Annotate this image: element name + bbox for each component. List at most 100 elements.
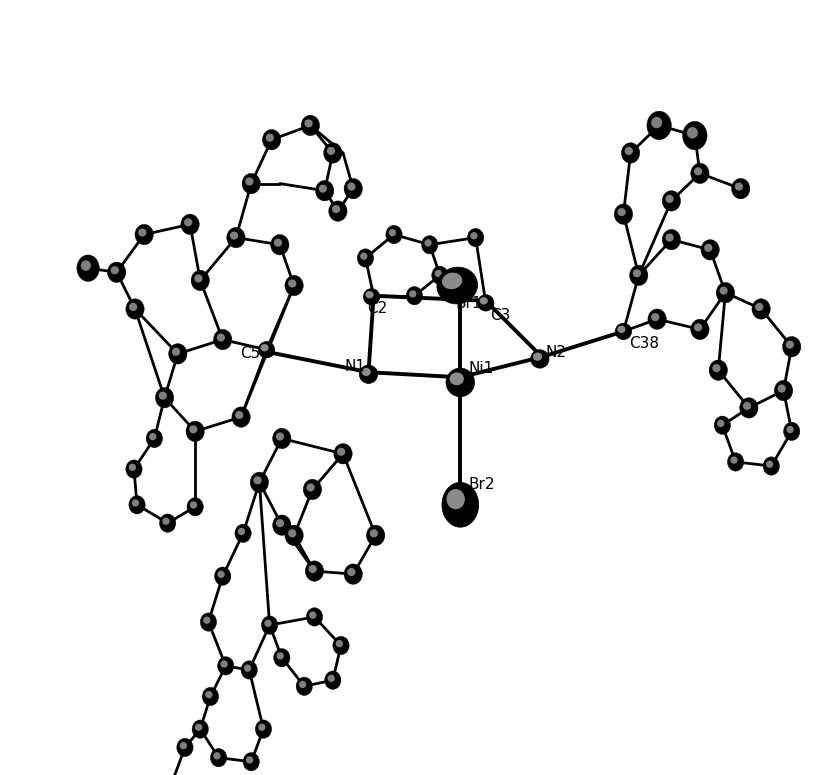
Ellipse shape bbox=[366, 291, 373, 298]
Ellipse shape bbox=[720, 287, 727, 294]
Text: C5: C5 bbox=[240, 346, 260, 361]
Ellipse shape bbox=[324, 143, 342, 164]
Ellipse shape bbox=[242, 174, 260, 194]
Ellipse shape bbox=[195, 724, 202, 731]
Ellipse shape bbox=[752, 299, 770, 319]
Ellipse shape bbox=[126, 460, 142, 478]
Ellipse shape bbox=[714, 416, 731, 435]
Ellipse shape bbox=[255, 720, 272, 739]
Ellipse shape bbox=[296, 677, 312, 695]
Ellipse shape bbox=[126, 299, 144, 319]
Text: C2: C2 bbox=[367, 301, 388, 316]
Ellipse shape bbox=[388, 229, 396, 236]
Ellipse shape bbox=[244, 664, 251, 672]
Ellipse shape bbox=[246, 756, 253, 763]
Ellipse shape bbox=[446, 489, 465, 509]
Ellipse shape bbox=[347, 183, 356, 191]
Ellipse shape bbox=[211, 749, 227, 766]
Ellipse shape bbox=[442, 482, 478, 527]
Text: C38: C38 bbox=[629, 336, 659, 351]
Ellipse shape bbox=[709, 360, 727, 381]
Ellipse shape bbox=[629, 265, 648, 285]
Ellipse shape bbox=[273, 429, 291, 449]
Ellipse shape bbox=[329, 201, 347, 222]
Ellipse shape bbox=[107, 262, 126, 282]
Ellipse shape bbox=[149, 433, 156, 440]
Ellipse shape bbox=[274, 239, 282, 246]
Ellipse shape bbox=[276, 432, 284, 440]
Ellipse shape bbox=[783, 336, 801, 357]
Ellipse shape bbox=[305, 119, 313, 127]
Text: N2: N2 bbox=[546, 346, 567, 360]
Ellipse shape bbox=[327, 146, 335, 155]
Ellipse shape bbox=[258, 724, 265, 731]
Ellipse shape bbox=[262, 616, 278, 634]
Ellipse shape bbox=[409, 290, 416, 298]
Text: C3: C3 bbox=[490, 308, 510, 322]
Ellipse shape bbox=[633, 269, 641, 277]
Ellipse shape bbox=[195, 274, 202, 282]
Ellipse shape bbox=[276, 519, 284, 527]
Ellipse shape bbox=[530, 350, 549, 368]
Ellipse shape bbox=[614, 204, 633, 224]
Ellipse shape bbox=[690, 319, 709, 339]
Ellipse shape bbox=[288, 280, 296, 288]
Ellipse shape bbox=[687, 127, 698, 139]
Ellipse shape bbox=[442, 273, 462, 289]
Ellipse shape bbox=[299, 680, 306, 688]
Ellipse shape bbox=[192, 720, 208, 739]
Ellipse shape bbox=[471, 232, 477, 239]
Ellipse shape bbox=[717, 420, 724, 427]
Ellipse shape bbox=[347, 568, 356, 576]
Ellipse shape bbox=[743, 401, 751, 410]
Ellipse shape bbox=[303, 479, 321, 500]
Ellipse shape bbox=[480, 297, 487, 305]
Ellipse shape bbox=[177, 739, 193, 756]
Ellipse shape bbox=[690, 164, 709, 184]
Ellipse shape bbox=[241, 661, 258, 679]
Ellipse shape bbox=[245, 177, 253, 185]
Ellipse shape bbox=[213, 329, 232, 350]
Ellipse shape bbox=[184, 219, 192, 226]
Ellipse shape bbox=[274, 649, 290, 667]
Ellipse shape bbox=[306, 484, 315, 491]
Ellipse shape bbox=[325, 671, 341, 689]
Ellipse shape bbox=[129, 303, 138, 311]
Ellipse shape bbox=[263, 129, 281, 150]
Ellipse shape bbox=[730, 456, 737, 463]
Ellipse shape bbox=[651, 117, 662, 129]
Ellipse shape bbox=[683, 122, 707, 150]
Ellipse shape bbox=[190, 501, 197, 508]
Ellipse shape bbox=[618, 208, 626, 216]
Ellipse shape bbox=[386, 226, 402, 243]
Ellipse shape bbox=[477, 294, 494, 311]
Ellipse shape bbox=[694, 167, 702, 175]
Ellipse shape bbox=[704, 243, 712, 252]
Text: Br1: Br1 bbox=[456, 296, 482, 312]
Ellipse shape bbox=[217, 656, 234, 675]
Ellipse shape bbox=[258, 342, 274, 358]
Ellipse shape bbox=[217, 570, 225, 578]
Ellipse shape bbox=[435, 270, 442, 277]
Ellipse shape bbox=[467, 229, 484, 246]
Ellipse shape bbox=[264, 619, 272, 627]
Ellipse shape bbox=[203, 617, 211, 624]
Ellipse shape bbox=[138, 229, 147, 236]
Ellipse shape bbox=[315, 181, 334, 201]
Ellipse shape bbox=[306, 608, 323, 626]
Ellipse shape bbox=[763, 456, 779, 475]
Ellipse shape bbox=[357, 249, 373, 267]
Ellipse shape bbox=[712, 364, 721, 372]
Ellipse shape bbox=[755, 303, 763, 311]
Ellipse shape bbox=[359, 365, 378, 384]
Ellipse shape bbox=[332, 205, 341, 213]
Ellipse shape bbox=[774, 381, 793, 401]
Ellipse shape bbox=[235, 411, 243, 419]
Ellipse shape bbox=[360, 253, 367, 260]
Ellipse shape bbox=[206, 691, 212, 698]
Ellipse shape bbox=[230, 232, 238, 239]
Ellipse shape bbox=[786, 340, 794, 349]
Ellipse shape bbox=[159, 514, 176, 532]
Ellipse shape bbox=[784, 422, 800, 440]
Ellipse shape bbox=[111, 266, 119, 274]
